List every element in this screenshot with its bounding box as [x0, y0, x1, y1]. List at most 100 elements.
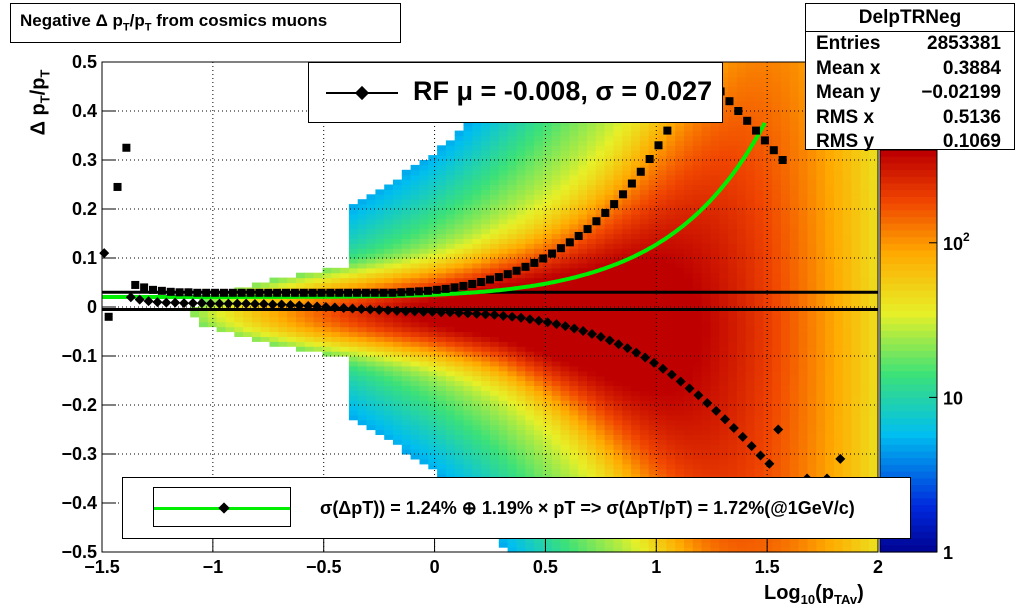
- heatmap-cell: [419, 258, 429, 264]
- heatmap-cell: [534, 228, 544, 235]
- heatmap-cell: [692, 282, 703, 288]
- heatmap-cell: [463, 223, 473, 230]
- heatmap-cell: [772, 277, 782, 284]
- heatmap-cell: [348, 409, 359, 416]
- heatmap-cell: [710, 130, 720, 137]
- heatmap-cell: [789, 115, 800, 122]
- heatmap-cell: [604, 424, 614, 431]
- heatmap-cell: [481, 326, 491, 333]
- heatmap-cell: [807, 537, 817, 543]
- heatmap-cell: [816, 169, 826, 176]
- heatmap-cell: [622, 179, 632, 186]
- heatmap-cell: [763, 150, 773, 156]
- heatmap-cell: [595, 228, 606, 235]
- heatmap-cell: [631, 321, 641, 328]
- heatmap-cell: [816, 449, 826, 455]
- heatmap-cell: [789, 218, 800, 225]
- heatmap-cell: [666, 419, 676, 426]
- heatmap-cell: [551, 468, 562, 475]
- heatmap-cell: [516, 365, 526, 372]
- heatmap-cell: [516, 145, 526, 151]
- heatmap-cell: [542, 454, 553, 460]
- heatmap-cell: [357, 311, 368, 318]
- heatmap-cell: [366, 238, 376, 244]
- heatmap-cell: [807, 346, 817, 352]
- heatmap-cell: [781, 76, 791, 83]
- heatmap-cell: [410, 370, 420, 377]
- heatmap-cell: [789, 360, 800, 367]
- heatmap-cell: [666, 213, 676, 220]
- heatmap-cell: [401, 375, 412, 382]
- heatmap-cell: [542, 160, 553, 166]
- heatmap-cell: [525, 218, 535, 225]
- heatmap-cell: [348, 209, 359, 215]
- heatmap-cell: [781, 248, 791, 254]
- heatmap-cell: [507, 360, 517, 367]
- heatmap-cell: [472, 380, 482, 386]
- heatmap-cell: [542, 135, 553, 141]
- heatmap-cell: [410, 243, 420, 249]
- heatmap-cell: [428, 409, 438, 416]
- heatmap-cell: [551, 155, 562, 161]
- heatmap-cell: [578, 213, 588, 220]
- heatmap-cell: [816, 375, 826, 382]
- heatmap-cell: [578, 542, 588, 548]
- heatmap-cell: [754, 164, 764, 171]
- heatmap-cell: [719, 218, 729, 225]
- heatmap-cell: [375, 243, 385, 249]
- heatmap-cell: [666, 439, 676, 445]
- heatmap-cell: [569, 179, 579, 186]
- heatmap-cell: [481, 424, 491, 431]
- heatmap-cell: [613, 326, 623, 333]
- heatmap-cell: [578, 429, 588, 435]
- heatmap-cell: [675, 395, 685, 401]
- heatmap-cell: [498, 424, 509, 431]
- heatmap-cell: [454, 130, 465, 137]
- heatmap-cell: [516, 209, 526, 215]
- heatmap-cell: [701, 449, 711, 455]
- heatmap-cell: [754, 405, 764, 411]
- heatmap-cell: [384, 277, 394, 284]
- heatmap-cell: [410, 390, 420, 396]
- heatmap-cell: [534, 199, 544, 205]
- heatmap-cell: [666, 179, 676, 186]
- heatmap-cell: [701, 253, 711, 259]
- heatmap-cell: [736, 120, 747, 127]
- heatmap-cell: [393, 370, 403, 377]
- heatmap-cell: [472, 405, 482, 411]
- heatmap-cell: [789, 189, 800, 195]
- heatmap-cell: [701, 184, 711, 190]
- heatmap-cell: [781, 537, 791, 543]
- heatmap-cell: [410, 204, 420, 210]
- heatmap-cell: [666, 145, 676, 151]
- heatmap-cell: [781, 199, 791, 205]
- heatmap-cell: [772, 258, 782, 264]
- heatmap-cell: [728, 135, 738, 141]
- heatmap-cell: [613, 233, 623, 239]
- heatmap-cell: [745, 62, 756, 68]
- heatmap-cell: [551, 233, 562, 239]
- heatmap-cell: [490, 155, 500, 161]
- heatmap-cell: [719, 258, 729, 264]
- heatmap-cell: [551, 213, 562, 220]
- heatmap-cell: [481, 375, 491, 382]
- heatmap-cell: [745, 326, 756, 333]
- heatmap-cell: [781, 164, 791, 171]
- heatmap-cell: [393, 262, 403, 269]
- heatmap-cell: [736, 380, 747, 386]
- heatmap-cell: [719, 331, 729, 337]
- heatmap-cell: [604, 365, 614, 372]
- heatmap-cell: [710, 218, 720, 225]
- heatmap-cell: [728, 341, 738, 347]
- heatmap-cell: [578, 439, 588, 445]
- heatmap-cell: [807, 258, 817, 264]
- heatmap-cell: [604, 194, 614, 200]
- heatmap-cell: [763, 101, 773, 107]
- heatmap-cell: [366, 365, 376, 372]
- heatmap-cell: [692, 537, 703, 543]
- heatmap-cell: [498, 346, 509, 352]
- heatmap-cell: [357, 370, 368, 377]
- heatmap-cell: [648, 336, 659, 342]
- heatmap-cell: [719, 287, 729, 293]
- heatmap-cell: [445, 155, 456, 161]
